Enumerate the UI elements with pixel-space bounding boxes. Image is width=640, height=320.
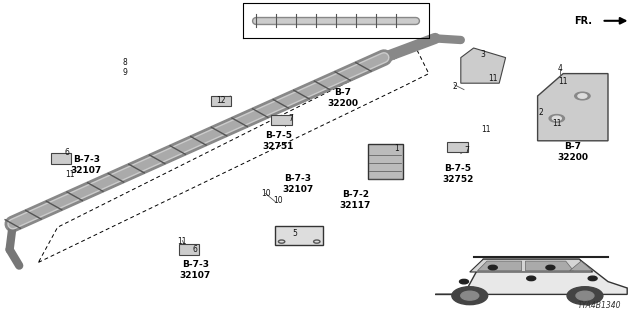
Text: B-7-5
32751: B-7-5 32751 xyxy=(262,131,294,151)
Text: 10: 10 xyxy=(273,196,284,204)
FancyBboxPatch shape xyxy=(271,115,292,125)
Text: 7: 7 xyxy=(465,146,470,155)
Circle shape xyxy=(576,291,594,300)
Text: 4: 4 xyxy=(557,64,563,73)
Circle shape xyxy=(588,276,597,281)
Circle shape xyxy=(488,265,497,270)
Text: B-7
32200: B-7 32200 xyxy=(327,88,358,108)
Text: 11: 11 xyxy=(66,170,75,179)
Text: 11: 11 xyxy=(559,77,568,86)
Text: 8: 8 xyxy=(122,58,127,67)
FancyBboxPatch shape xyxy=(447,142,468,152)
Text: 11: 11 xyxy=(178,237,187,246)
Text: FR.: FR. xyxy=(574,16,592,26)
Text: B-7
32200: B-7 32200 xyxy=(557,142,588,162)
Circle shape xyxy=(578,94,587,98)
Text: B-7-2
32117: B-7-2 32117 xyxy=(339,190,371,210)
Text: B-7-3
32107: B-7-3 32107 xyxy=(282,174,313,194)
Text: B-7-3
32107: B-7-3 32107 xyxy=(180,260,211,280)
Text: 6: 6 xyxy=(193,245,198,254)
Circle shape xyxy=(546,265,555,270)
Text: 2: 2 xyxy=(452,82,457,91)
FancyBboxPatch shape xyxy=(275,226,323,245)
Circle shape xyxy=(452,287,488,305)
Text: TYA4B1340: TYA4B1340 xyxy=(577,301,621,310)
Polygon shape xyxy=(477,261,522,271)
Text: 6: 6 xyxy=(65,148,70,156)
Text: 11: 11 xyxy=(552,119,561,128)
Polygon shape xyxy=(435,259,627,294)
Polygon shape xyxy=(538,74,608,141)
FancyBboxPatch shape xyxy=(211,96,231,106)
Circle shape xyxy=(575,92,590,100)
Text: B-7-3
32107: B-7-3 32107 xyxy=(71,155,102,175)
Circle shape xyxy=(567,287,603,305)
Text: 3: 3 xyxy=(481,50,486,59)
Text: 5: 5 xyxy=(292,229,297,238)
FancyBboxPatch shape xyxy=(51,153,71,164)
Text: 12: 12 xyxy=(216,96,225,105)
Text: 2: 2 xyxy=(538,108,543,116)
Text: 11: 11 xyxy=(482,125,491,134)
Circle shape xyxy=(460,279,468,284)
Polygon shape xyxy=(461,48,506,83)
Text: 10: 10 xyxy=(260,189,271,198)
Text: 9: 9 xyxy=(122,68,127,76)
FancyBboxPatch shape xyxy=(368,144,403,179)
Circle shape xyxy=(461,291,479,300)
Text: 1: 1 xyxy=(394,144,399,153)
Text: 11: 11 xyxy=(488,74,497,83)
Text: 7: 7 xyxy=(289,114,294,123)
Polygon shape xyxy=(525,261,573,271)
FancyBboxPatch shape xyxy=(179,244,199,255)
Circle shape xyxy=(552,116,561,121)
Polygon shape xyxy=(470,259,593,272)
Text: B-7-5
32752: B-7-5 32752 xyxy=(442,164,474,184)
Polygon shape xyxy=(570,261,593,271)
Circle shape xyxy=(527,276,536,281)
Circle shape xyxy=(549,115,564,122)
